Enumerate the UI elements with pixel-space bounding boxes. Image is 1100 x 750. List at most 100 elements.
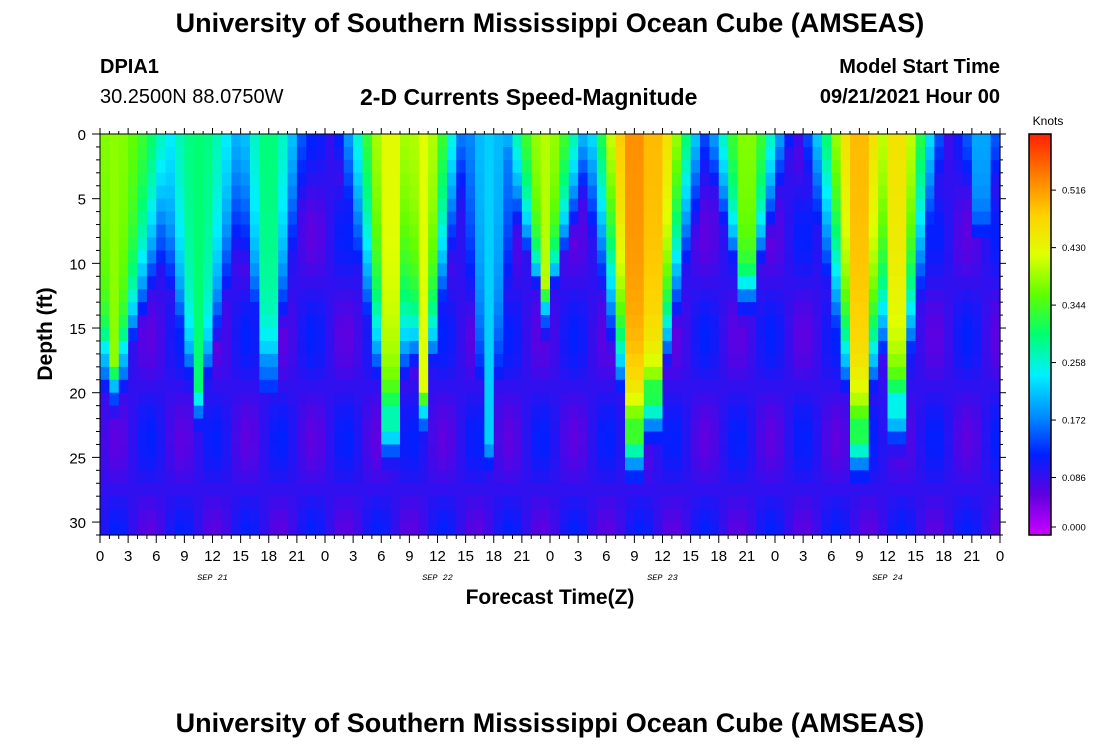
heat-cell xyxy=(700,146,710,161)
heat-cell xyxy=(831,483,842,497)
heat-cell xyxy=(503,289,514,303)
heat-cell xyxy=(728,444,739,458)
heat-cell xyxy=(606,289,617,303)
heat-cell xyxy=(615,418,626,433)
heat-cell xyxy=(606,224,617,239)
heat-cell xyxy=(325,172,335,187)
heat-cell xyxy=(559,198,570,213)
heat-cell xyxy=(521,276,532,290)
heat-cell xyxy=(606,302,617,316)
heat-cell xyxy=(784,522,795,536)
heat-cell xyxy=(165,470,176,484)
heat-cell xyxy=(746,392,757,407)
heat-cell xyxy=(671,198,682,213)
heat-cell xyxy=(718,302,729,316)
heat-cell xyxy=(793,379,804,394)
heat-cell xyxy=(634,172,645,187)
heat-cell xyxy=(662,379,673,394)
heat-cell xyxy=(437,392,448,407)
heat-cell xyxy=(793,483,804,497)
heat-cell xyxy=(484,172,495,187)
heat-cell xyxy=(109,444,120,458)
heat-cell xyxy=(915,483,926,497)
heat-cell xyxy=(221,418,232,433)
heat-cell xyxy=(587,366,598,381)
heat-cell xyxy=(906,483,917,497)
heat-cell xyxy=(896,431,907,446)
heat-cell xyxy=(418,263,429,277)
heat-cell xyxy=(521,509,532,523)
heat-cell xyxy=(793,276,804,290)
heat-cell xyxy=(231,250,242,264)
heat-cell xyxy=(840,211,851,226)
heat-cell xyxy=(962,340,973,355)
heat-cell xyxy=(868,483,879,497)
heat-cell xyxy=(746,509,757,523)
heat-cell xyxy=(540,470,551,484)
heat-cell xyxy=(953,509,964,523)
heat-cell xyxy=(850,250,860,264)
heat-cell xyxy=(700,172,710,187)
heat-cell xyxy=(981,146,992,161)
heat-cell xyxy=(962,315,973,329)
heat-cell xyxy=(775,198,785,213)
heat-cell xyxy=(175,353,185,368)
heat-cell xyxy=(887,405,898,420)
heat-cell xyxy=(765,457,776,471)
heat-cell xyxy=(915,224,926,239)
heat-cell xyxy=(775,146,785,161)
heat-cell xyxy=(962,405,973,420)
heat-cell xyxy=(240,224,251,239)
heat-cell xyxy=(925,444,935,458)
heat-cell xyxy=(896,211,907,226)
heat-cell xyxy=(400,172,410,187)
heat-cell xyxy=(109,211,120,226)
heat-cell xyxy=(315,418,326,433)
heat-cell xyxy=(521,405,532,420)
heat-cell xyxy=(803,392,814,407)
heat-cell xyxy=(193,392,204,407)
heat-cell xyxy=(906,405,917,420)
heat-cell xyxy=(146,172,157,187)
heat-cell xyxy=(418,302,429,316)
heat-cell xyxy=(493,146,504,161)
heat-cell xyxy=(587,470,598,484)
heat-cell xyxy=(671,392,682,407)
heat-cell xyxy=(756,444,767,458)
heat-cell xyxy=(596,185,607,200)
heat-cell xyxy=(878,263,889,277)
heat-cell xyxy=(203,159,214,174)
heat-cell xyxy=(128,353,139,368)
heat-cell xyxy=(934,146,945,161)
heat-cell xyxy=(896,405,907,420)
heat-cell xyxy=(746,263,757,277)
heat-cell xyxy=(540,483,551,497)
heat-cell xyxy=(325,470,335,484)
heat-cell xyxy=(821,392,832,407)
heat-cell xyxy=(278,431,289,446)
heat-cell xyxy=(118,302,129,316)
heat-cell xyxy=(700,522,710,536)
heat-cell xyxy=(278,276,289,290)
heat-cell xyxy=(728,302,739,316)
heat-cell xyxy=(390,431,401,446)
heat-cell xyxy=(896,470,907,484)
x-tick-label: 18 xyxy=(260,548,277,565)
heat-cell xyxy=(212,392,223,407)
heat-cell xyxy=(334,470,345,484)
heat-cell xyxy=(643,134,654,148)
heat-cell xyxy=(765,340,776,355)
heat-cell xyxy=(512,198,523,213)
heat-cell xyxy=(906,509,917,523)
heat-cell xyxy=(418,134,429,148)
heat-cell xyxy=(128,302,139,316)
heat-cell xyxy=(521,134,532,148)
heat-cell xyxy=(203,302,214,316)
heat-cell xyxy=(493,289,504,303)
heat-cell xyxy=(418,237,429,252)
heat-cell xyxy=(812,263,823,277)
heat-cell xyxy=(568,353,579,368)
heat-cell xyxy=(962,211,973,226)
heat-cell xyxy=(596,379,607,394)
heat-cell xyxy=(306,509,317,523)
